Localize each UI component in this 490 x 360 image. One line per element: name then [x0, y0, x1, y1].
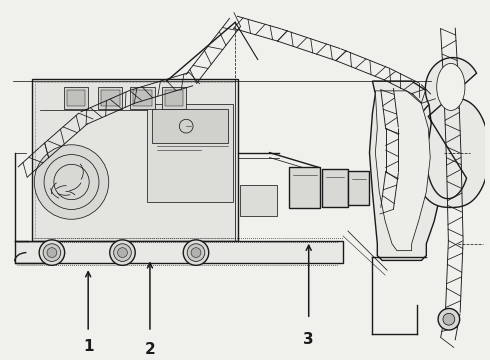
Circle shape: [438, 309, 460, 330]
Bar: [240, 185, 277, 216]
Circle shape: [34, 145, 109, 219]
Bar: [348, 171, 369, 204]
Bar: [147, 104, 233, 202]
Circle shape: [183, 240, 209, 265]
Polygon shape: [413, 98, 489, 207]
Circle shape: [43, 244, 61, 261]
Circle shape: [443, 313, 455, 325]
Circle shape: [187, 244, 205, 261]
Circle shape: [110, 240, 135, 265]
Bar: [101, 90, 120, 105]
Text: 1: 1: [83, 339, 94, 354]
Circle shape: [191, 248, 201, 257]
Text: 2: 2: [145, 342, 155, 357]
FancyBboxPatch shape: [15, 241, 343, 264]
Bar: [289, 167, 320, 208]
Bar: [162, 87, 186, 108]
Polygon shape: [437, 63, 465, 111]
Text: 3: 3: [303, 332, 314, 347]
Polygon shape: [425, 58, 477, 199]
Polygon shape: [375, 91, 430, 251]
Bar: [98, 87, 122, 108]
Circle shape: [118, 248, 127, 257]
Bar: [130, 87, 155, 108]
Bar: [152, 108, 228, 143]
Bar: [64, 87, 88, 108]
Bar: [67, 90, 85, 105]
Circle shape: [39, 240, 65, 265]
Bar: [165, 90, 183, 105]
Circle shape: [47, 248, 57, 257]
Bar: [133, 90, 152, 105]
Circle shape: [114, 244, 131, 261]
Polygon shape: [369, 81, 444, 260]
Bar: [32, 79, 238, 241]
Bar: [322, 169, 348, 207]
